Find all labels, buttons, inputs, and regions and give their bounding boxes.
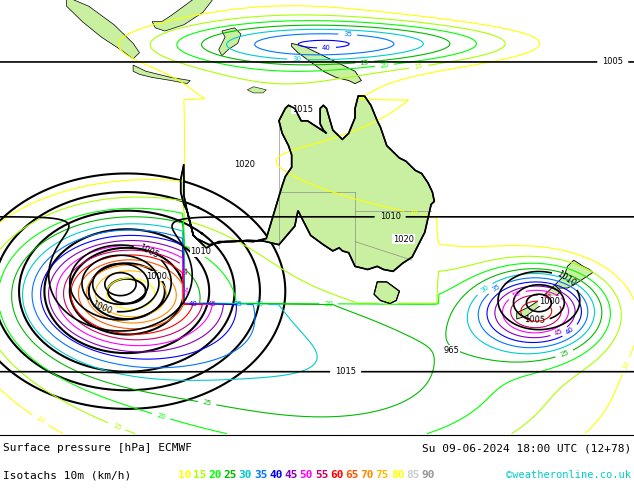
Text: 1010: 1010 [380,212,401,221]
Text: 40: 40 [269,470,283,480]
Text: Su 09-06-2024 18:00 UTC (12+78): Su 09-06-2024 18:00 UTC (12+78) [422,443,631,453]
Text: 55: 55 [179,267,186,276]
Text: 35: 35 [491,283,501,293]
Text: 80: 80 [391,470,404,480]
Text: 15: 15 [193,470,207,480]
Text: 65: 65 [345,470,359,480]
Polygon shape [374,282,399,304]
Text: 1020: 1020 [235,160,256,169]
Text: 50: 50 [300,470,313,480]
Text: 1000: 1000 [539,296,560,306]
Polygon shape [219,28,241,56]
Text: 40: 40 [565,326,576,336]
Text: 25: 25 [559,349,569,358]
Polygon shape [133,65,190,84]
Text: 90: 90 [421,470,435,480]
Text: 45: 45 [207,301,216,307]
Text: 10: 10 [178,470,191,480]
Text: 1015: 1015 [292,104,313,114]
Text: 55: 55 [315,470,328,480]
Text: Isotachs 10m (km/h): Isotachs 10m (km/h) [3,470,131,480]
Text: 30: 30 [479,284,490,294]
Text: 20: 20 [324,301,333,307]
Text: 55: 55 [542,293,552,301]
Polygon shape [152,0,212,31]
Text: 25: 25 [202,399,212,407]
Text: 15: 15 [414,63,424,71]
Text: 20: 20 [156,412,166,420]
Polygon shape [181,96,434,271]
Text: 35: 35 [233,301,242,307]
Polygon shape [67,0,139,59]
Text: 30: 30 [292,56,301,63]
Text: 70: 70 [360,470,374,480]
Text: 1015: 1015 [335,367,356,376]
Text: 965: 965 [444,346,460,355]
Text: 15: 15 [112,422,122,431]
Text: 1005: 1005 [602,57,623,67]
Text: 1005: 1005 [524,315,545,325]
Text: 25: 25 [224,470,237,480]
Text: 1010: 1010 [190,247,211,256]
Text: 40: 40 [322,45,331,51]
Text: 1005: 1005 [137,243,160,260]
Text: 1010: 1010 [555,270,578,289]
Polygon shape [292,44,361,84]
Text: 1020: 1020 [393,235,414,244]
Text: Surface pressure [hPa] ECMWF: Surface pressure [hPa] ECMWF [3,443,192,453]
Text: 30: 30 [239,470,252,480]
Text: 35: 35 [343,31,353,38]
Polygon shape [247,87,266,93]
Text: 75: 75 [375,470,389,480]
Text: 45: 45 [285,470,298,480]
Text: 15: 15 [384,300,392,306]
Text: ©weatheronline.co.uk: ©weatheronline.co.uk [506,470,631,480]
Text: 85: 85 [406,470,420,480]
Text: 35: 35 [254,470,268,480]
Text: 40: 40 [188,301,197,307]
Polygon shape [517,285,561,319]
Text: 10: 10 [621,360,630,371]
Text: 20: 20 [209,470,222,480]
Text: 60: 60 [330,470,344,480]
Text: 50: 50 [180,286,186,294]
Text: 20: 20 [380,62,389,69]
Text: 50: 50 [512,290,522,299]
Text: 10: 10 [408,209,418,217]
Text: 1000: 1000 [146,272,167,281]
Polygon shape [555,260,593,288]
Text: 45: 45 [554,327,564,337]
Text: 30: 30 [254,301,263,307]
Text: 1000: 1000 [91,300,113,317]
Text: 25: 25 [360,59,370,66]
Text: 10: 10 [35,415,46,425]
